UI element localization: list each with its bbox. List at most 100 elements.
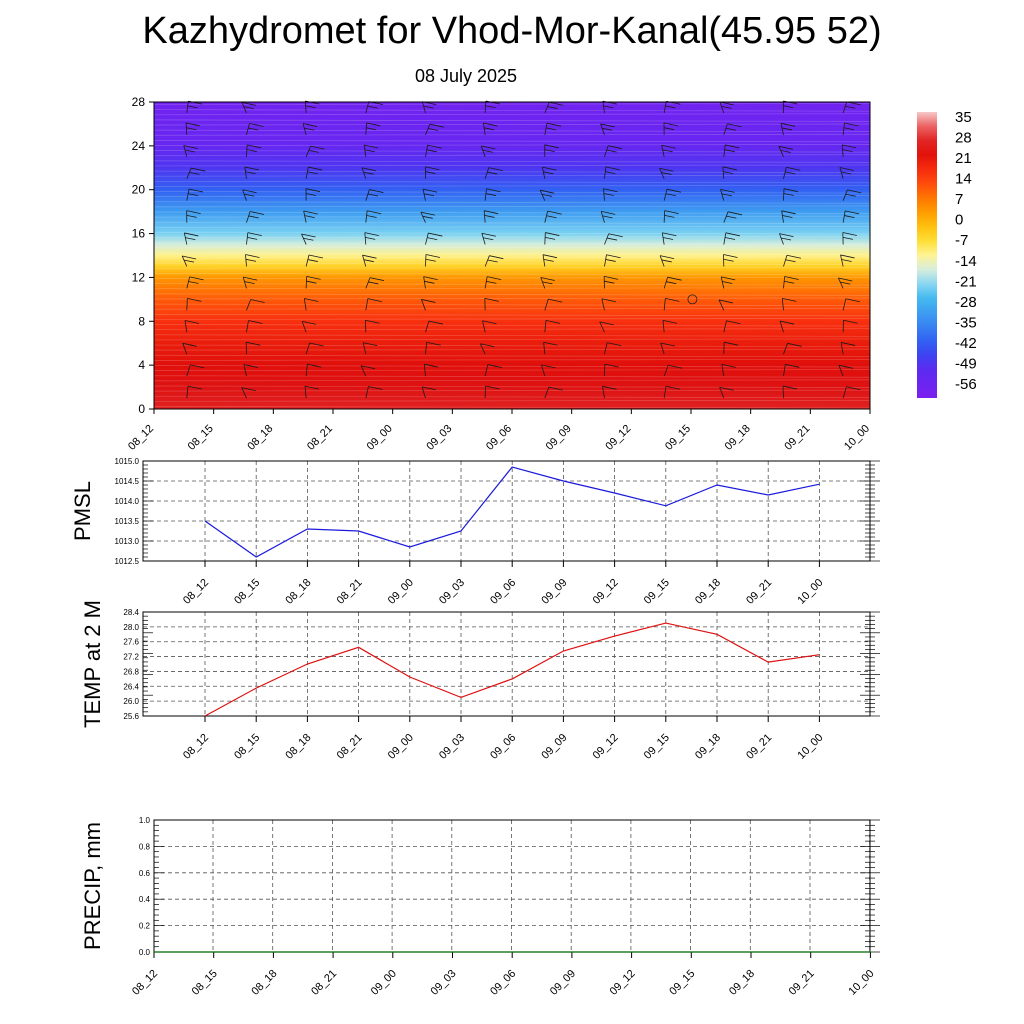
wind-barb bbox=[544, 123, 548, 135]
x-tick-label: 10_00 bbox=[795, 732, 825, 762]
y-tick-label: 20 bbox=[132, 183, 146, 197]
isotherm-line bbox=[153, 266, 871, 269]
wind-barb-flag bbox=[428, 232, 443, 237]
y-tick-label: 8 bbox=[138, 314, 145, 328]
wind-barb-flag bbox=[368, 281, 379, 285]
wind-barb-flag bbox=[363, 171, 374, 175]
y-tick-label: 24 bbox=[132, 139, 146, 153]
wind-barb-flag bbox=[484, 210, 499, 215]
wind-barb bbox=[719, 101, 725, 114]
isotherm-line bbox=[153, 140, 871, 143]
wind-barb bbox=[186, 276, 191, 289]
isotherm-line bbox=[153, 174, 871, 177]
wind-barb bbox=[481, 233, 486, 245]
wind-barb bbox=[604, 254, 607, 267]
wind-barb-flag bbox=[364, 232, 379, 236]
x-tick-label: 08_12 bbox=[130, 968, 160, 998]
series-line bbox=[204, 466, 820, 558]
wind-barb-flag bbox=[544, 149, 555, 153]
wind-barb bbox=[663, 365, 669, 377]
wind-barb-flag bbox=[661, 259, 672, 263]
wind-barb-flag bbox=[721, 105, 732, 109]
x-tick-label: 09_06 bbox=[488, 732, 518, 762]
x-tick-label: 09_18 bbox=[727, 968, 757, 998]
x-tick-label: 09_06 bbox=[488, 968, 518, 998]
isotherm-line bbox=[153, 170, 871, 173]
wind-barb bbox=[365, 101, 370, 114]
wind-barb bbox=[182, 343, 188, 355]
wind-barb bbox=[720, 276, 725, 289]
x-tick-label: 09_09 bbox=[539, 732, 569, 762]
wind-barb-flag bbox=[244, 281, 255, 285]
wind-barb-flag bbox=[306, 280, 317, 284]
wind-barb-flag bbox=[721, 363, 736, 368]
wind-barb-flag bbox=[722, 281, 733, 284]
wind-barb bbox=[422, 189, 426, 201]
wind-barb bbox=[600, 123, 605, 136]
wind-barb bbox=[839, 167, 844, 179]
wind-barb-flag bbox=[662, 232, 677, 237]
y-tick-label: 28.4 bbox=[123, 608, 139, 617]
wind-barb bbox=[838, 365, 844, 377]
wind-barb bbox=[783, 364, 786, 377]
wind-barb-flag bbox=[787, 342, 802, 347]
series-line bbox=[204, 622, 820, 717]
isotherm-line bbox=[153, 287, 871, 290]
wind-barb-flag bbox=[420, 211, 435, 216]
wind-barb-flag bbox=[842, 236, 854, 240]
wind-barb bbox=[305, 254, 310, 267]
wind-barb-flag bbox=[248, 320, 263, 324]
wind-barb-flag bbox=[781, 210, 796, 215]
wind-barb bbox=[842, 210, 846, 223]
wind-barb bbox=[842, 101, 848, 114]
wind-barb bbox=[842, 298, 847, 311]
isotherm-line bbox=[153, 406, 871, 409]
wind-barb-flag bbox=[602, 215, 613, 219]
wind-barb-flag bbox=[422, 188, 438, 193]
x-tick-label: 09_06 bbox=[488, 577, 518, 607]
wind-barb bbox=[783, 343, 788, 355]
wind-barb bbox=[186, 101, 189, 114]
wind-barb bbox=[841, 144, 844, 157]
wind-barb-flag bbox=[488, 167, 503, 172]
wind-barb-flag bbox=[367, 210, 382, 215]
panel-frame bbox=[142, 611, 871, 717]
wind-barb-flag bbox=[601, 298, 616, 303]
wind-barb-flag bbox=[545, 232, 560, 236]
wind-barb-flag bbox=[606, 254, 621, 259]
wind-barb-flag bbox=[303, 237, 314, 241]
wind-barb bbox=[305, 166, 309, 179]
isotherm-line bbox=[153, 123, 871, 126]
x-tick-label: 08_15 bbox=[232, 577, 262, 607]
wind-barb bbox=[302, 123, 307, 135]
wind-barb-flag bbox=[838, 277, 853, 282]
wind-barb-flag bbox=[242, 189, 257, 194]
x-tick-label: 08_12 bbox=[181, 577, 211, 607]
isotherm-line bbox=[153, 313, 871, 317]
wind-barb-flag bbox=[185, 122, 201, 127]
wind-barb-flag bbox=[719, 101, 734, 106]
wind-barb bbox=[301, 321, 307, 333]
wind-barb-flag bbox=[487, 171, 498, 175]
wind-barb-flag bbox=[366, 215, 377, 218]
wind-barb bbox=[602, 101, 605, 114]
wind-barb-flag bbox=[482, 149, 493, 153]
isotherm-line bbox=[153, 354, 871, 358]
wind-barb-flag bbox=[183, 145, 198, 149]
wind-barb bbox=[480, 145, 486, 157]
x-tick-label: 09_15 bbox=[642, 577, 672, 607]
wind-barb-flag bbox=[845, 105, 856, 109]
wind-barb-flag bbox=[187, 297, 202, 302]
wind-barb bbox=[663, 277, 668, 289]
colorbar-label: -21 bbox=[955, 273, 977, 290]
y-tick-label: 28.0 bbox=[123, 623, 139, 632]
wind-barb-flag bbox=[724, 149, 735, 153]
wind-barb-flag bbox=[841, 259, 852, 262]
wind-barb bbox=[245, 254, 247, 267]
wind-barb-flag bbox=[604, 280, 615, 284]
x-tick-label: 09_03 bbox=[424, 423, 454, 453]
wind-barb bbox=[659, 255, 665, 267]
wind-barb-flag bbox=[245, 254, 260, 258]
y-tick-label: 0 bbox=[138, 402, 145, 416]
wind-barb-flag bbox=[308, 150, 319, 153]
